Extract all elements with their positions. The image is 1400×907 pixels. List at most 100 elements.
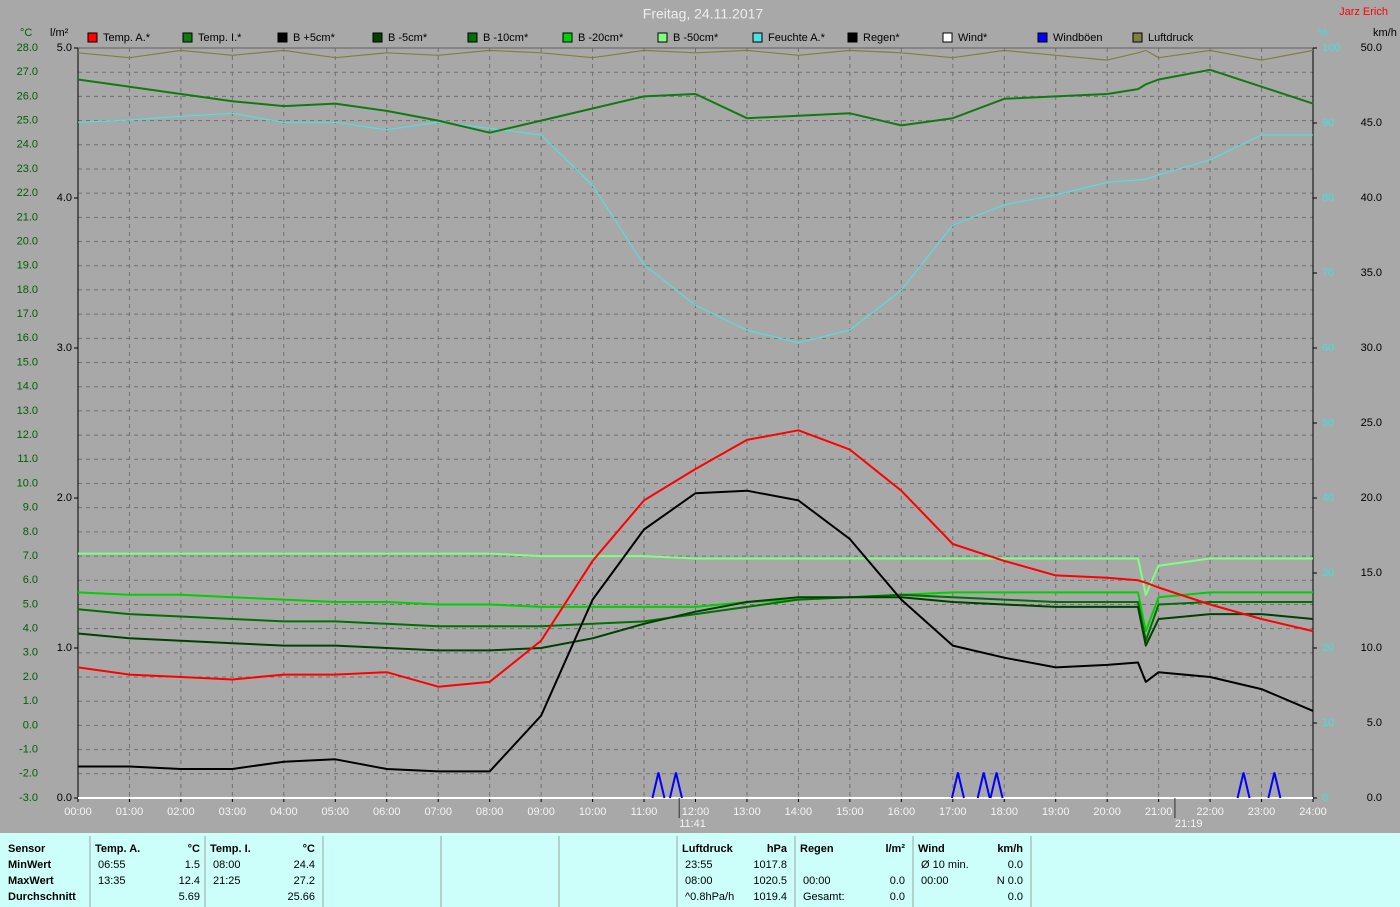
x-tick-label: 07:00 [424, 806, 452, 818]
x-tick-label: 06:00 [373, 806, 401, 818]
legend-swatch [277, 32, 288, 43]
x-tick-label: 10:00 [579, 806, 607, 818]
legend-label: B -20cm* [578, 32, 624, 44]
y-unit: °C [20, 27, 32, 39]
cell-value: 25.66 [287, 891, 315, 903]
legend-label: B -10cm* [483, 32, 529, 44]
row-label: Durchschnitt [8, 891, 76, 903]
y-tick-label: 18.0 [17, 284, 38, 296]
y3-tick-label: 90 [1322, 117, 1334, 129]
column-unit: °C [188, 843, 200, 855]
legend-swatch [372, 32, 383, 43]
cell-time: 21:25 [213, 875, 241, 887]
gust-spike [950, 772, 965, 799]
x-tick-label: 05:00 [322, 806, 350, 818]
cell-time: 06:55 [98, 859, 126, 871]
time-marker-label: 11:41 [679, 818, 706, 830]
series-line [77, 429, 1314, 688]
y-tick-label: 22.0 [17, 187, 38, 199]
y-tick-label: 15.0 [17, 356, 38, 368]
legend-label: Regen* [863, 32, 900, 44]
gust-spike [1236, 772, 1251, 799]
x-tick-label: 24:00 [1299, 806, 1327, 818]
y-tick-label: 23.0 [17, 163, 38, 175]
x-tick-label: 13:00 [733, 806, 761, 818]
y-tick-label: -3.0 [19, 792, 38, 804]
x-tick-label: 01:00 [116, 806, 144, 818]
legend-swatch [1037, 32, 1048, 43]
y-tick-label: 10.0 [17, 477, 38, 489]
column-title: Wind [918, 843, 945, 855]
y4-tick-label: 30.0 [1361, 342, 1382, 354]
series-line [78, 489, 1314, 773]
y3-tick-label: 30 [1322, 567, 1334, 579]
cell-value: 0.0 [890, 891, 905, 903]
legend-label: B -50cm* [673, 32, 719, 44]
y-tick-label: 17.0 [17, 308, 38, 320]
legend-swatch [182, 32, 193, 43]
gust-spike [668, 772, 683, 799]
column-title: Regen [800, 843, 834, 855]
y3-tick-label: 50 [1322, 417, 1334, 429]
x-tick-label: 20:00 [1093, 806, 1121, 818]
stats-panel [0, 833, 1400, 907]
y4-tick-label: 0.0 [1367, 792, 1382, 804]
y2-tick-label: 5.0 [57, 42, 72, 54]
legend-swatch [87, 32, 98, 43]
x-tick-label: 21:00 [1145, 806, 1173, 818]
x-tick-label: 23:00 [1248, 806, 1276, 818]
y-tick-label: 27.0 [17, 66, 38, 78]
y-tick-label: 3.0 [23, 647, 38, 659]
y4-tick-label: 45.0 [1361, 117, 1382, 129]
y4-tick-label: 50.0 [1361, 42, 1382, 54]
y-tick-label: 9.0 [23, 502, 38, 514]
y3-tick-label: 10 [1322, 717, 1334, 729]
legend-swatch [942, 32, 953, 43]
x-tick-label: 12:00 [682, 806, 710, 818]
legend-label: B +5cm* [293, 32, 336, 44]
y3-unit: % [1318, 27, 1328, 39]
y-tick-label: 8.0 [23, 526, 38, 538]
y4-tick-label: 5.0 [1367, 717, 1382, 729]
column-title: Temp. I. [210, 843, 251, 855]
cell-time: ^0.8hPa/h [685, 891, 734, 903]
y3-tick-label: 60 [1322, 342, 1334, 354]
row-label: Sensor [8, 843, 46, 855]
row-label: MaxWert [8, 875, 54, 887]
cell-time: Gesamt: [803, 891, 845, 903]
x-tick-label: 18:00 [990, 806, 1018, 818]
legend-label: Wind* [958, 32, 988, 44]
cell-value: 24.4 [294, 859, 315, 871]
cell-time: 08:00 [685, 875, 713, 887]
y2-tick-label: 3.0 [57, 342, 72, 354]
y-tick-label: 6.0 [23, 574, 38, 586]
y-tick-label: 28.0 [17, 42, 38, 54]
series-line [77, 596, 1314, 652]
gust-spike [1267, 772, 1282, 799]
legend-label: Feuchte A.* [768, 32, 826, 44]
y-tick-label: 13.0 [17, 405, 38, 417]
series-line [77, 68, 1314, 134]
cell-time: 13:35 [98, 875, 126, 887]
legend-label: B -5cm* [388, 32, 428, 44]
y2-tick-label: 0.0 [57, 792, 72, 804]
cell-value: 1020.5 [753, 875, 787, 887]
y-tick-label: 20.0 [17, 235, 38, 247]
y4-tick-label: 35.0 [1361, 267, 1382, 279]
column-unit: l/m² [885, 843, 905, 855]
y3-tick-label: 80 [1322, 192, 1334, 204]
cell-value: 0.0 [1008, 859, 1023, 871]
y4-unit: km/h [1373, 27, 1397, 39]
y2-tick-label: 1.0 [57, 642, 72, 654]
x-tick-label: 22:00 [1196, 806, 1224, 818]
column-unit: hPa [767, 843, 788, 855]
legend-label: Luftdruck [1148, 32, 1194, 44]
gust-spike [651, 772, 666, 799]
column-title: Luftdruck [682, 843, 734, 855]
x-tick-label: 19:00 [1042, 806, 1070, 818]
series-line [77, 49, 1314, 61]
y4-tick-label: 20.0 [1361, 492, 1382, 504]
cell-value: 0.0 [1008, 891, 1023, 903]
x-tick-label: 08:00 [476, 806, 504, 818]
